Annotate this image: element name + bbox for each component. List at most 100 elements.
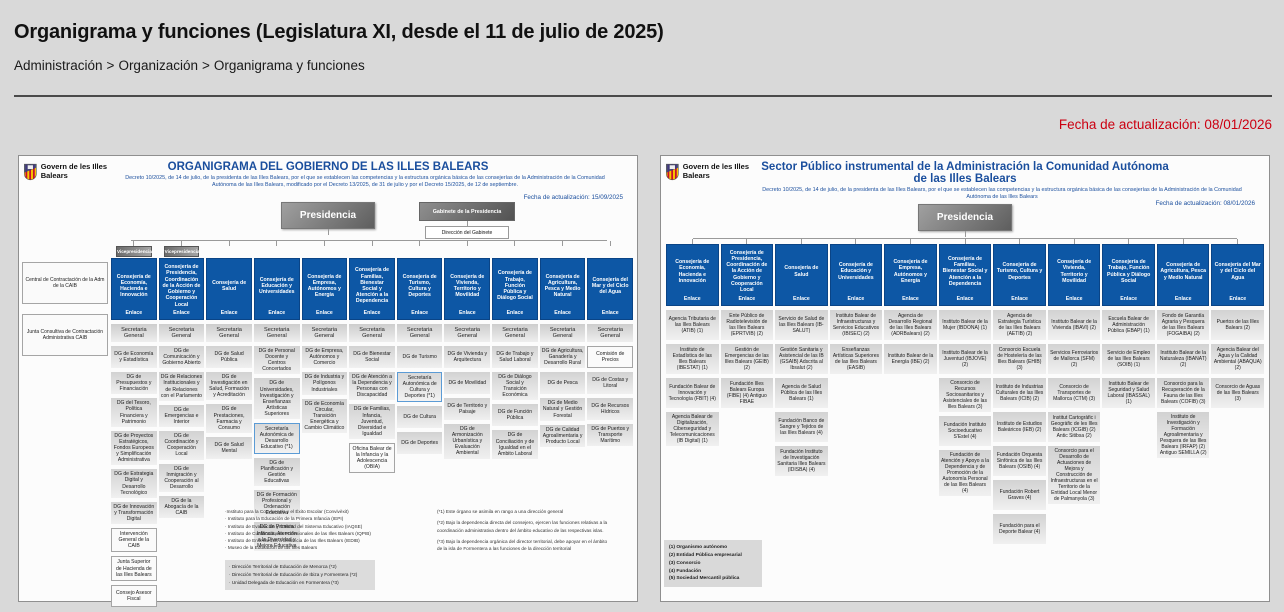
- enlace-link[interactable]: Enlace: [956, 295, 974, 302]
- gabinete-presidencia: Gabinete de la Presidencia Dirección del…: [419, 202, 515, 239]
- consejeria-name: Consejería de Salud: [212, 279, 247, 292]
- consejeria-name: Consejería del Mar y del Ciclo del Agua: [591, 276, 629, 296]
- chart-subtitle: Decreto 10/2025, de 14 de julio, de la p…: [762, 187, 1242, 201]
- org-box: Instituto Balear de la Naturaleza (IBANA…: [1156, 343, 1210, 374]
- enlace-link[interactable]: Enlace: [220, 310, 238, 316]
- org-box: DG de Medio Natural y Gestión Forestal: [539, 398, 586, 421]
- org-box: Fundación Banco de Sangre y Tejidos de l…: [775, 411, 828, 442]
- consejeria-name: Consejería de Economía, Hacienda e Innov…: [675, 259, 710, 284]
- enlace-link[interactable]: Enlace: [458, 310, 476, 316]
- govern-logo: Govern de les Illes Balears: [24, 161, 112, 183]
- enlace-link[interactable]: Enlace: [683, 295, 701, 302]
- org-box: DG de Conciliación y de Igualdad en el Á…: [492, 430, 538, 459]
- secretaria-general-box: Secretaria General: [492, 324, 538, 342]
- org-box: DG de Bienestar Social: [349, 346, 395, 368]
- note-line: · Instituto para la Educación de la Prim…: [225, 516, 344, 522]
- breadcrumb-item: Organigrama y funciones: [213, 58, 365, 73]
- org-box: DG de Personal Docente y Centros Concert…: [253, 346, 300, 375]
- enlace-link[interactable]: Enlace: [554, 310, 571, 316]
- org-column: Consejería de Presidencia, Coordinación …: [720, 239, 774, 544]
- education-institutes-notes: ·Instituto para la Convivencia y el Éxit…: [225, 508, 377, 552]
- govern-logo-text: Govern de les Illes Balears: [682, 162, 749, 180]
- org-box: DG de Salud Pública: [206, 346, 252, 368]
- org-box: Instituto Balear de la Mujer (IBDONA) (1…: [938, 309, 992, 340]
- secretaria-general-box: Secretaria General: [158, 324, 205, 342]
- enlace-link[interactable]: Enlace: [411, 310, 429, 316]
- org-box: DG de Salud Mental: [206, 436, 252, 459]
- org-box: DG de Innovación y Transformación Digita…: [111, 501, 157, 525]
- enlace-link[interactable]: Enlace: [363, 310, 381, 316]
- org-column: Consejería de Familias, Bienestar Social…: [938, 239, 992, 544]
- enlace-link[interactable]: Enlace: [1065, 295, 1083, 302]
- breadcrumb-item[interactable]: Organización: [118, 58, 198, 73]
- consejeria-name: Consejería de Vivienda, Territorio y Mov…: [450, 273, 485, 299]
- org-column: Consejería de Economía, Hacienda e Innov…: [666, 239, 719, 544]
- legend-line: (1) Organismo autónomo: [669, 545, 728, 550]
- consejeria-name: Consejería de Turismo, Cultura y Deporte…: [402, 273, 437, 299]
- presidencia-row: Presidencia Gabinete de la Presidencia D…: [19, 202, 637, 240]
- org-column: Consejería de Empresa, Autónomos y Energ…: [301, 241, 348, 607]
- org-box: DG de Costas y Litoral: [587, 372, 634, 394]
- legend-line: (5) Sociedad Mercantil pública: [669, 576, 740, 582]
- org-box: DG de Empresa, Autónomos y Comercio: [301, 346, 348, 369]
- legend-line: (4) Fundación: [669, 568, 702, 574]
- org-box: DG de Relaciones Institucionales y de Re…: [158, 372, 205, 401]
- org-box: Gestión Sanitaria y Asistencial de las I…: [775, 343, 828, 374]
- govern-shield-icon: [24, 163, 37, 181]
- consejeria-box: Consejería de Empresa, Autónomos y Energ…: [301, 258, 348, 320]
- chart-footnotes: (*1) Este órgano se asimila en rango a u…: [437, 508, 613, 556]
- org-box: DG de Función Pública: [492, 404, 538, 427]
- chart-subtitle: Decreto 10/2025, de 14 de julio, de la p…: [125, 175, 605, 189]
- org-box: Secretaría Autonómica de Desarrollo Educ…: [253, 423, 300, 454]
- org-box: Servicios Ferroviarios de Mallorca (SFM)…: [1047, 343, 1101, 374]
- org-column: Consejería de Educación y Universidades E…: [829, 239, 883, 544]
- org-box: Instituto de Industrias Culturales de la…: [993, 377, 1046, 408]
- org-box: Consorcio de Recursos Sociosanitarios y …: [938, 377, 992, 412]
- enlace-link[interactable]: Enlace: [1174, 295, 1192, 302]
- secretaria-general-box: Secretaria General: [111, 324, 157, 342]
- org-box: DG de Diálogo Social y Transición Económ…: [492, 372, 538, 401]
- page-title: Organigrama y funciones (Legislatura XI,…: [14, 21, 664, 44]
- enlace-link[interactable]: Enlace: [793, 295, 810, 302]
- chart-header: Govern de les Illes Balears ORGANIGRAMA …: [19, 156, 637, 200]
- enlace-link[interactable]: Enlace: [601, 309, 619, 316]
- org-column: Consejería de Familias, Bienestar Social…: [349, 241, 395, 607]
- org-box: DG de Formación Profesional y Ordenación…: [253, 489, 300, 519]
- enlace-link[interactable]: Enlace: [1229, 295, 1247, 302]
- vicepresidencia-tag: Vicepresidencia: [163, 246, 200, 257]
- secretaria-general-box: Secretaria General: [539, 324, 586, 342]
- territorial-line: · Unidad Delegada de Educación en Formen…: [229, 579, 339, 585]
- note-line: · Instituto de Evaluación y Calidad del …: [225, 523, 363, 529]
- org-box: DG de Recursos Hídricos: [587, 398, 634, 420]
- org-box: Enseñanzas Artísticas Superiores de las …: [829, 343, 883, 374]
- org-box: Oficina Balear de la Infancia y la Adole…: [349, 442, 395, 474]
- org-box: DG de Vivienda y Arquitectura: [444, 346, 491, 368]
- enlace-link[interactable]: Enlace: [125, 310, 143, 316]
- enlace-link[interactable]: Enlace: [1120, 295, 1138, 302]
- enlace-link[interactable]: Enlace: [738, 295, 756, 302]
- footnote-line: (*1) Este órgano se asimila en rango a u…: [437, 509, 564, 514]
- chart-title: ORGANIGRAMA DEL GOBIERNO DE LAS ILLES BA…: [167, 161, 489, 173]
- legend-box: (1) Organismo autónomo (2) Entidad Públic…: [664, 540, 762, 588]
- divider: [14, 95, 1272, 97]
- enlace-link[interactable]: Enlace: [268, 309, 286, 316]
- org-box: DG de Inmigración y Cooperación al Desar…: [158, 463, 205, 492]
- secretaria-general-box: Secretaria General: [587, 324, 634, 342]
- org-box: Intervención General de la CAIB: [111, 528, 157, 553]
- note-line: · Instituto de Enseñanzas a Distancia de…: [225, 538, 360, 544]
- enlace-link[interactable]: Enlace: [902, 295, 919, 302]
- enlace-link[interactable]: Enlace: [316, 310, 333, 316]
- org-box: Agencia Tributaria de las Illes Balears …: [666, 309, 719, 340]
- consejeria-box: Consejería de Turismo, Cultura y Deporte…: [993, 243, 1046, 306]
- breadcrumb-item[interactable]: Administración: [14, 58, 103, 73]
- organigrama-gobierno-chart: Govern de les Illes Balears ORGANIGRAMA …: [18, 155, 638, 607]
- org-box: Fundación Orquesta Sinfónica de las Ille…: [993, 445, 1046, 476]
- side-organ-box: Central de Contractación de la Adm de la…: [22, 262, 108, 304]
- enlace-link[interactable]: Enlace: [173, 309, 190, 316]
- org-box: Instituto de Estudios Baleáricos (IEB) (…: [993, 411, 1046, 442]
- enlace-link[interactable]: Enlace: [1011, 295, 1028, 302]
- enlace-link[interactable]: Enlace: [506, 309, 524, 316]
- enlace-link[interactable]: Enlace: [847, 295, 865, 302]
- consejeria-name: Consejería de Empresa, Autónomos y Energ…: [307, 273, 342, 299]
- org-column: Vicepresidencia Consejería de Presidencia…: [158, 241, 205, 607]
